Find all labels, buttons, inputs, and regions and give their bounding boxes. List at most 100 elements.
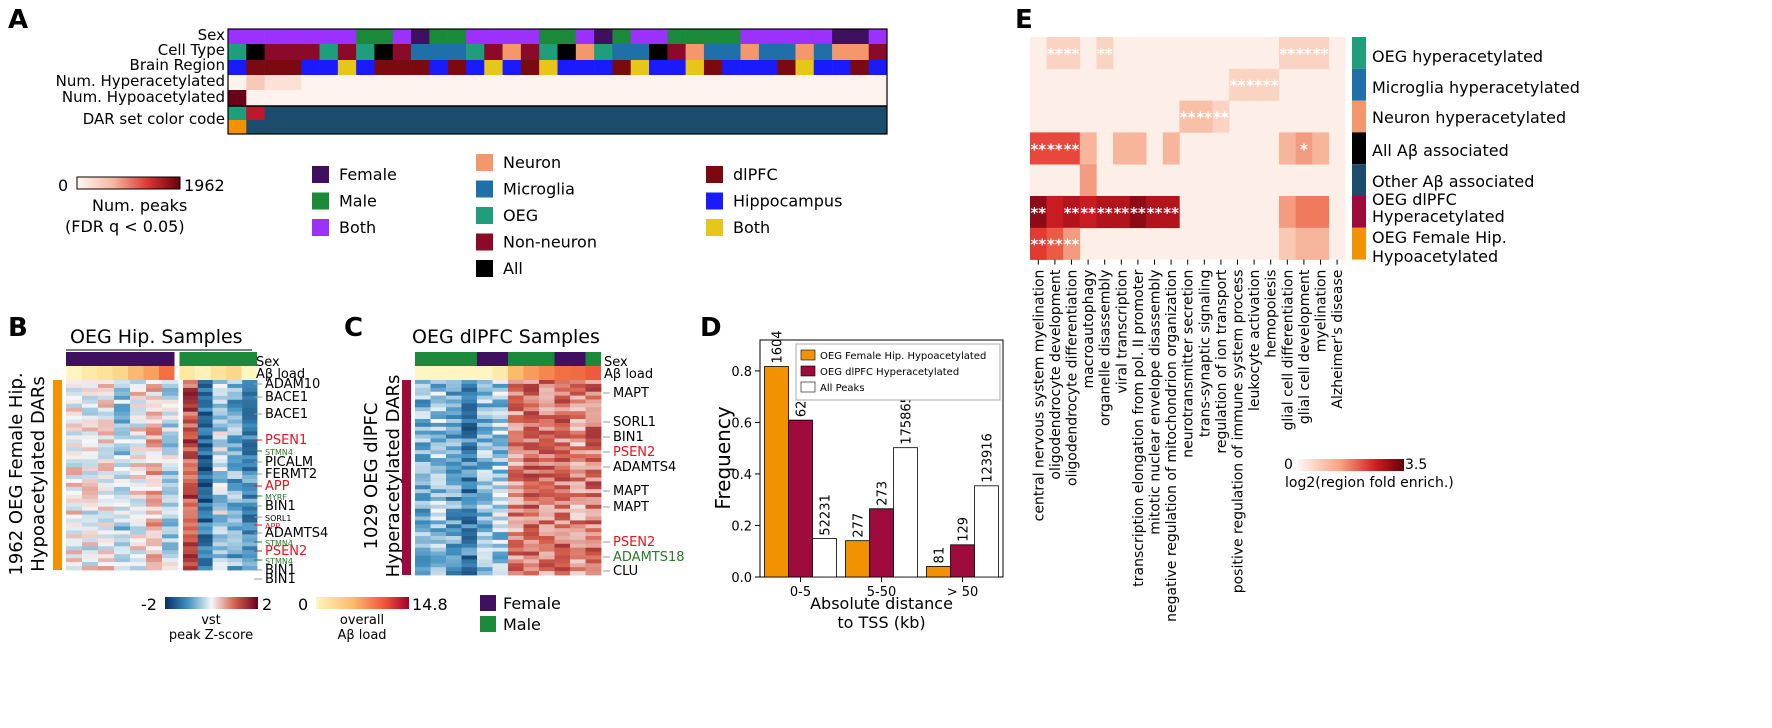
significance-star: **: [1163, 204, 1179, 222]
gene-label: BACE1: [265, 407, 308, 422]
heat-cell: [183, 514, 199, 519]
significance-star: **: [1263, 77, 1279, 95]
heat-cell: [162, 490, 179, 496]
sex-track-cell: [241, 352, 257, 366]
sex-cell: [685, 29, 705, 44]
heat-cell: [114, 498, 131, 504]
cell-type-cell: [557, 44, 577, 60]
heat-cell: [98, 399, 115, 405]
heat-cell: [430, 493, 447, 498]
legend-cell-swatch: [476, 207, 493, 224]
region-cell: [795, 60, 815, 75]
heat-cell: [430, 422, 447, 428]
heat-cell: [523, 399, 540, 404]
region-cell: [246, 60, 265, 75]
panel-b-ylabel-2: Hypoacetylated DARs: [28, 376, 49, 571]
heat-cell: [554, 458, 571, 463]
heat-cell: [242, 562, 258, 567]
heat-cell: [508, 555, 524, 560]
heat-cell: [461, 442, 478, 447]
heatmap-cell: [1146, 196, 1164, 229]
sex-track-cell: [179, 352, 195, 366]
heat-cell: [227, 494, 243, 500]
heat-cell: [242, 447, 258, 452]
heat-cell: [146, 482, 163, 488]
heat-cell: [477, 532, 493, 537]
cell-type-cell: [649, 44, 668, 60]
cell-type-cell: [520, 44, 540, 60]
panel-e-row-label: OEG dlPFC: [1372, 190, 1457, 209]
heat-cell: [146, 475, 163, 480]
heat-cell: [539, 571, 555, 576]
heat-cell: [242, 475, 258, 480]
heat-cell: [570, 532, 586, 537]
heat-cell: [415, 532, 431, 537]
heat-cell: [82, 478, 99, 484]
heat-cell: [585, 551, 602, 556]
panel-c-letter: C: [344, 313, 363, 343]
gene-label: APP: [265, 479, 290, 494]
heat-cell: [508, 446, 524, 451]
heat-cell: [554, 407, 571, 412]
heat-cell: [212, 562, 228, 567]
heat-cell: [146, 550, 163, 555]
bar: [845, 540, 870, 578]
heat-cell: [570, 571, 586, 576]
heat-cell: [539, 461, 555, 467]
cell-type-cell: [282, 44, 302, 60]
significance-star: **: [1113, 204, 1129, 222]
heat-cell: [146, 510, 163, 515]
heat-cell: [114, 550, 131, 555]
heat-cell: [162, 514, 179, 519]
heat-cell: [162, 534, 179, 539]
heat-cell: [162, 538, 179, 543]
heat-cell: [446, 465, 462, 471]
heatmap-cell: [1179, 100, 1197, 133]
heat-cell: [82, 498, 99, 504]
panel-a-frame: [227, 28, 888, 135]
heat-cell: [539, 434, 555, 439]
heat-cell: [570, 383, 586, 389]
heat-cell: [130, 490, 147, 496]
heat-cell: [461, 422, 478, 428]
heat-cell: [508, 422, 524, 428]
heat-cell: [430, 559, 447, 564]
heat-cell: [130, 550, 147, 555]
heat-cell: [585, 419, 602, 424]
heat-cell: [446, 567, 462, 572]
sex-track-cell: [112, 352, 128, 366]
heat-cell: [492, 520, 509, 525]
heat-cell: [197, 522, 213, 527]
heat-cell: [146, 395, 163, 401]
heat-cell: [227, 435, 243, 440]
heat-cell: [461, 391, 478, 396]
heat-cell: [114, 486, 131, 492]
heat-cell: [415, 571, 431, 576]
heat-cell: [508, 528, 524, 533]
heat-cell: [554, 555, 571, 560]
heat-cell: [146, 383, 163, 389]
heat-cell: [554, 419, 571, 424]
heat-cell: [227, 391, 243, 397]
gene-label: APP: [265, 522, 280, 531]
significance-star: **: [1047, 45, 1063, 63]
heat-cell: [539, 516, 555, 521]
heat-cell: [130, 538, 147, 543]
heat-cell: [570, 493, 586, 498]
significance-star: **: [1097, 45, 1113, 63]
heat-cell: [242, 494, 258, 500]
heat-cell: [82, 399, 99, 405]
heat-cell: [539, 473, 555, 478]
heat-cell: [212, 383, 228, 389]
heat-cell: [197, 566, 213, 571]
significance-star: **: [1047, 140, 1063, 158]
heat-cell: [183, 490, 199, 496]
heat-cell: [146, 391, 163, 397]
heat-cell: [146, 490, 163, 496]
panel-d: D 0.00.20.40.60.8Frequency1604627522310-…: [700, 313, 1004, 632]
region-cell: [832, 60, 851, 75]
heat-cell: [415, 458, 431, 463]
heat-cell: [415, 461, 431, 467]
heat-cell: [492, 411, 509, 416]
heat-cell: [585, 539, 602, 545]
